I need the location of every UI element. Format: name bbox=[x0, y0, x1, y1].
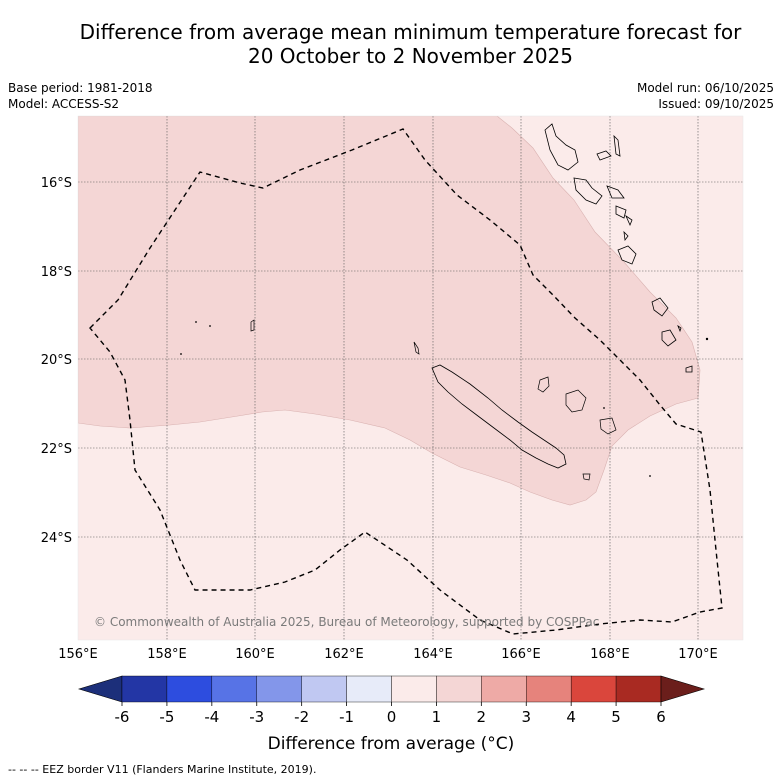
issued-date: Issued: 09/10/2025 bbox=[658, 97, 774, 111]
y-tick-label: 22°S bbox=[41, 442, 72, 457]
model-run: Model run: 06/10/2025 bbox=[636, 81, 774, 95]
meta-left: Base period: 1981-2018 Model: ACCESS-S2 bbox=[8, 80, 153, 112]
colorbar-bin bbox=[570, 675, 617, 703]
x-axis: 156°E 158°E 160°E 162°E 164°E 166°E 168°… bbox=[58, 647, 718, 662]
y-tick-label: 24°S bbox=[41, 531, 72, 546]
new-caledonia-landmass bbox=[431, 364, 567, 469]
vanuatu-islands bbox=[544, 123, 693, 373]
colorbar-tick-label: -4 bbox=[204, 708, 219, 726]
x-tick-label: 166°E bbox=[501, 647, 541, 662]
colorbar-tick-label: 2 bbox=[477, 708, 487, 726]
title-line-1: Difference from average mean minimum tem… bbox=[79, 20, 742, 44]
islet-d bbox=[649, 475, 651, 477]
y-axis: 16°S 18°S 20°S 22°S 24°S bbox=[41, 176, 72, 546]
islet-f bbox=[603, 407, 605, 409]
colorbar-tick-label: 5 bbox=[611, 708, 621, 726]
colorbar-tick-label: -3 bbox=[249, 708, 264, 726]
colorbar-tick-label: 4 bbox=[566, 708, 576, 726]
x-tick-label: 158°E bbox=[147, 647, 187, 662]
x-tick-label: 156°E bbox=[58, 647, 98, 662]
colorbar-bin bbox=[615, 675, 662, 703]
colorbar-tick-label: 6 bbox=[656, 708, 666, 726]
y-tick-label: 20°S bbox=[41, 353, 72, 368]
colorbar-bin bbox=[211, 675, 257, 703]
colorbar-bin bbox=[256, 675, 302, 703]
colorbar-tick-label: -6 bbox=[115, 708, 130, 726]
colorbar-bin bbox=[436, 675, 482, 703]
model-name: Model: ACCESS-S2 bbox=[8, 97, 120, 111]
map-title: Difference from average mean minimum tem… bbox=[0, 20, 781, 68]
loyalty-islands-ouvea bbox=[537, 376, 550, 393]
islet-c bbox=[180, 353, 182, 355]
y-tick-label: 16°S bbox=[41, 176, 72, 191]
loyalty-islands-mare bbox=[599, 417, 617, 435]
base-period: Base period: 1981-2018 bbox=[8, 81, 153, 95]
colorbar-bin bbox=[481, 675, 527, 703]
islet-b bbox=[209, 325, 211, 327]
colorbar-bin bbox=[346, 675, 392, 703]
graticule bbox=[78, 116, 743, 640]
meta-right: Model run: 06/10/2025 Issued: 09/10/2025 bbox=[637, 80, 774, 112]
colorbar-tick-label: -1 bbox=[339, 708, 354, 726]
x-tick-label: 162°E bbox=[324, 647, 364, 662]
x-tick-label: 164°E bbox=[413, 647, 453, 662]
eez-border bbox=[89, 128, 723, 635]
colorbar-bin bbox=[166, 675, 213, 703]
colorbar-bin bbox=[526, 675, 572, 703]
x-tick-label: 170°E bbox=[678, 647, 718, 662]
colorbar-extend-low bbox=[77, 675, 123, 703]
colorbar-tick-label: 3 bbox=[521, 708, 531, 726]
x-tick-label: 168°E bbox=[590, 647, 630, 662]
map-area: © Commonwealth of Australia 2025, Bureau… bbox=[78, 116, 743, 640]
belep-islands bbox=[413, 341, 420, 355]
isle-of-pines bbox=[582, 473, 591, 481]
x-tick-label: 160°E bbox=[235, 647, 275, 662]
y-tick-label: 18°S bbox=[41, 265, 72, 280]
colorbar-label: Difference from average (°C) bbox=[268, 734, 515, 754]
islet-e bbox=[705, 337, 709, 341]
colorbar-tick-label: 1 bbox=[432, 708, 442, 726]
islet-a bbox=[195, 321, 197, 323]
map-frame bbox=[77, 115, 744, 641]
colorbar-tick-label: 0 bbox=[387, 708, 397, 726]
colorbar-extend-high bbox=[660, 675, 706, 703]
anomaly-region-1-2 bbox=[78, 116, 701, 506]
colorbar-bin bbox=[121, 675, 168, 703]
loyalty-islands-lifou bbox=[565, 389, 587, 413]
colorbar-tick-label: -2 bbox=[294, 708, 309, 726]
chesterfield-islet bbox=[250, 319, 255, 332]
eez-legend-footer: -- -- -- EEZ border V11 (Flanders Marine… bbox=[8, 763, 317, 776]
title-line-2: 20 October to 2 November 2025 bbox=[247, 44, 574, 68]
colorbar-bin bbox=[391, 675, 437, 703]
copyright-notice: © Commonwealth of Australia 2025, Bureau… bbox=[94, 615, 599, 629]
colorbar-tick-label: -5 bbox=[159, 708, 174, 726]
colorbar-bin bbox=[301, 675, 347, 703]
colorbar: -6 -5 -4 -3 -2 -1 0 1 2 3 4 5 6 bbox=[77, 675, 706, 726]
